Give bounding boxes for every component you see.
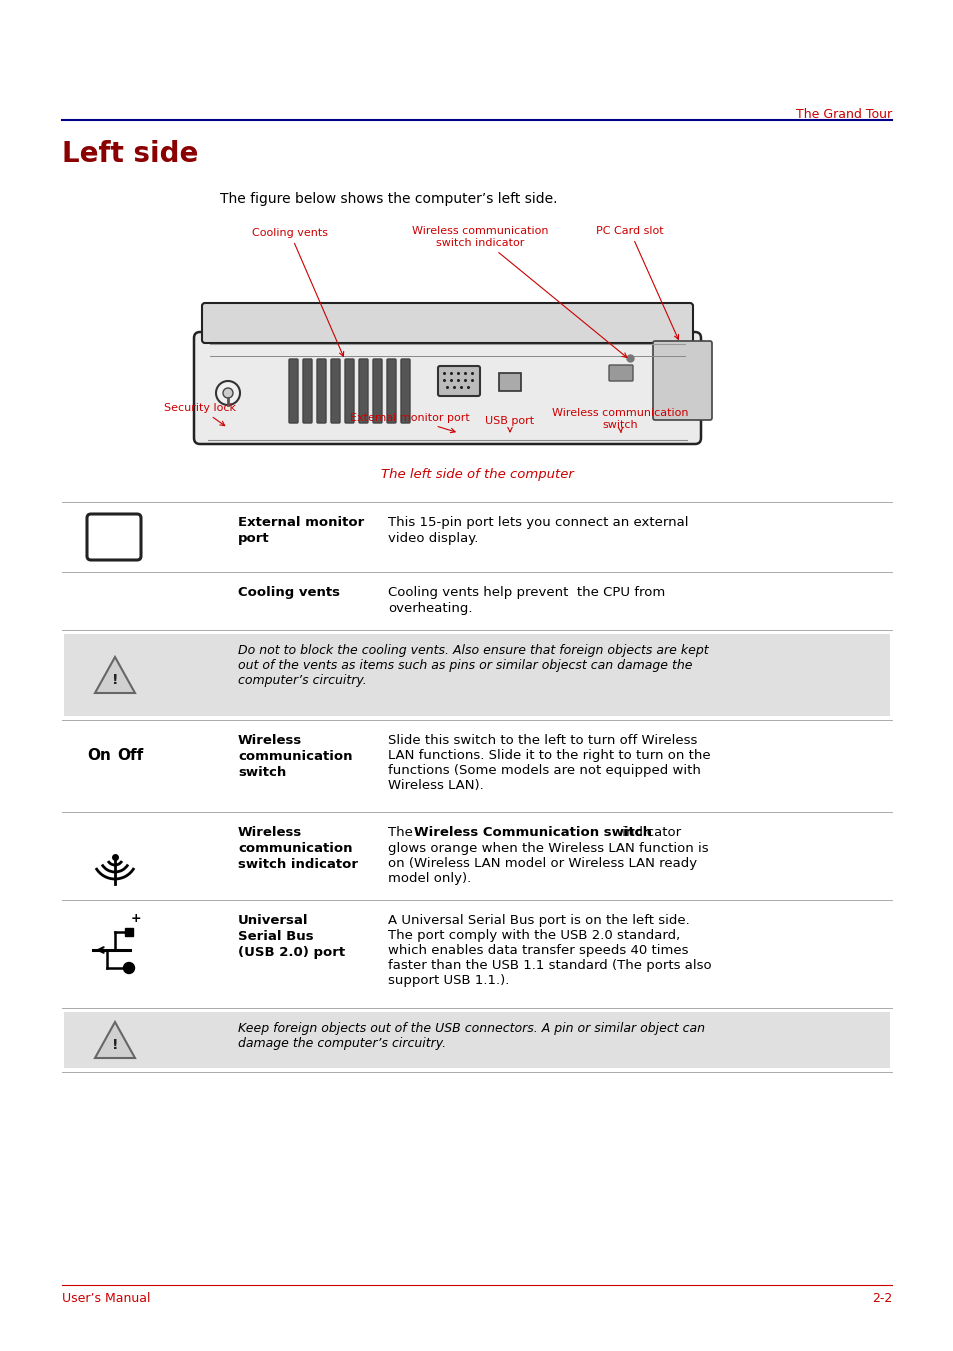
- Text: (USB 2.0) port: (USB 2.0) port: [237, 946, 345, 959]
- Text: overheating.: overheating.: [388, 603, 472, 615]
- Text: indicator: indicator: [618, 825, 680, 839]
- Text: This 15-pin port lets you connect an external: This 15-pin port lets you connect an ext…: [388, 516, 688, 530]
- FancyBboxPatch shape: [608, 365, 633, 381]
- Text: User’s Manual: User’s Manual: [62, 1292, 151, 1305]
- Text: communication: communication: [237, 842, 352, 855]
- Text: port: port: [237, 532, 270, 544]
- Text: glows orange when the Wireless LAN function is
on (Wireless LAN model or Wireles: glows orange when the Wireless LAN funct…: [388, 842, 708, 885]
- FancyBboxPatch shape: [87, 513, 141, 561]
- FancyBboxPatch shape: [64, 1012, 889, 1069]
- Text: Wireless: Wireless: [237, 825, 302, 839]
- Text: A Universal Serial Bus port is on the left side.
The port comply with the USB 2.: A Universal Serial Bus port is on the le…: [388, 915, 711, 988]
- FancyBboxPatch shape: [316, 359, 326, 423]
- Text: switch indicator: switch indicator: [237, 858, 357, 871]
- Text: External monitor port: External monitor port: [350, 413, 470, 432]
- Text: video display.: video display.: [388, 532, 477, 544]
- Text: On: On: [87, 748, 111, 763]
- Circle shape: [215, 381, 240, 405]
- FancyBboxPatch shape: [387, 359, 395, 423]
- Text: Slide this switch to the left to turn off Wireless
LAN functions. Slide it to th: Slide this switch to the left to turn of…: [388, 734, 710, 792]
- Text: The: The: [388, 825, 416, 839]
- Text: PC Card slot: PC Card slot: [596, 226, 678, 339]
- FancyBboxPatch shape: [498, 373, 520, 390]
- FancyBboxPatch shape: [345, 359, 354, 423]
- Text: Cooling vents: Cooling vents: [252, 228, 343, 357]
- Text: Keep foreign objects out of the USB connectors. A pin or similar object can
dama: Keep foreign objects out of the USB conn…: [237, 1021, 704, 1050]
- FancyBboxPatch shape: [400, 359, 410, 423]
- Text: The Grand Tour: The Grand Tour: [795, 108, 891, 122]
- Circle shape: [223, 388, 233, 399]
- Text: Wireless Communication switch: Wireless Communication switch: [414, 825, 651, 839]
- FancyBboxPatch shape: [193, 332, 700, 444]
- Text: !: !: [112, 673, 118, 688]
- Text: 2-2: 2-2: [871, 1292, 891, 1305]
- FancyBboxPatch shape: [437, 366, 479, 396]
- Text: !: !: [112, 1038, 118, 1052]
- Text: Off: Off: [117, 748, 143, 763]
- FancyBboxPatch shape: [331, 359, 339, 423]
- FancyBboxPatch shape: [358, 359, 368, 423]
- Polygon shape: [95, 657, 135, 693]
- FancyBboxPatch shape: [303, 359, 312, 423]
- FancyBboxPatch shape: [202, 303, 692, 343]
- Text: Wireless: Wireless: [237, 734, 302, 747]
- Circle shape: [123, 962, 134, 974]
- Text: Wireless communication
switch indicator: Wireless communication switch indicator: [412, 227, 626, 358]
- Text: Left side: Left side: [62, 141, 198, 168]
- Text: Cooling vents: Cooling vents: [237, 586, 339, 598]
- Text: The figure below shows the computer’s left side.: The figure below shows the computer’s le…: [220, 192, 557, 205]
- FancyBboxPatch shape: [652, 340, 711, 420]
- FancyBboxPatch shape: [373, 359, 381, 423]
- Text: Security lock: Security lock: [164, 403, 235, 426]
- FancyBboxPatch shape: [289, 359, 297, 423]
- Text: +: +: [131, 912, 141, 925]
- Text: Universal: Universal: [237, 915, 308, 927]
- Text: Wireless communication
switch: Wireless communication switch: [551, 408, 687, 432]
- Text: communication: communication: [237, 750, 352, 763]
- Text: The left side of the computer: The left side of the computer: [380, 467, 573, 481]
- FancyBboxPatch shape: [64, 634, 889, 716]
- Text: Do not to block the cooling vents. Also ensure that foreign objects are kept
out: Do not to block the cooling vents. Also …: [237, 644, 708, 688]
- Text: External monitor: External monitor: [237, 516, 364, 530]
- Polygon shape: [95, 1021, 135, 1058]
- Text: Serial Bus: Serial Bus: [237, 929, 314, 943]
- Text: Cooling vents help prevent  the CPU from: Cooling vents help prevent the CPU from: [388, 586, 664, 598]
- Text: USB port: USB port: [485, 416, 534, 432]
- Text: switch: switch: [237, 766, 286, 780]
